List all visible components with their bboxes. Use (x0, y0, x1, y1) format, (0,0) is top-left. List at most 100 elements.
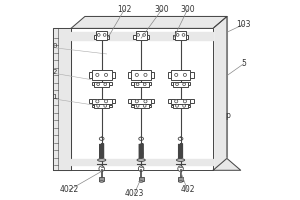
Text: 0: 0 (52, 43, 57, 49)
Bar (112, 99, 115, 103)
Bar (186, 35, 188, 39)
Bar (139, 177, 144, 181)
Bar (134, 104, 148, 108)
Text: 402: 402 (180, 185, 195, 194)
Circle shape (143, 104, 146, 107)
Circle shape (97, 83, 100, 86)
Polygon shape (85, 16, 227, 158)
Ellipse shape (178, 181, 183, 182)
Bar (173, 82, 188, 87)
Circle shape (183, 100, 187, 103)
Text: 1: 1 (52, 94, 57, 100)
Text: 103: 103 (236, 20, 251, 29)
Circle shape (136, 83, 139, 86)
Text: 300: 300 (154, 5, 169, 14)
Bar (190, 99, 194, 103)
Circle shape (175, 100, 178, 103)
Bar (109, 105, 112, 107)
Bar (146, 35, 149, 39)
Circle shape (176, 34, 179, 36)
Circle shape (144, 100, 147, 103)
Bar (94, 82, 109, 87)
Circle shape (136, 104, 139, 107)
Bar (131, 99, 151, 104)
Circle shape (183, 73, 187, 76)
Bar (133, 35, 136, 39)
Bar (92, 70, 112, 80)
Text: p: p (226, 111, 230, 120)
Polygon shape (213, 158, 241, 170)
Ellipse shape (139, 181, 143, 182)
Circle shape (96, 73, 99, 76)
Polygon shape (71, 16, 227, 28)
Circle shape (104, 73, 108, 76)
Bar (178, 177, 183, 181)
Circle shape (138, 166, 144, 171)
Bar (128, 72, 131, 78)
FancyBboxPatch shape (136, 31, 146, 40)
Bar (188, 82, 190, 85)
Circle shape (135, 73, 138, 76)
Circle shape (135, 100, 138, 103)
Text: 5: 5 (241, 59, 246, 68)
Bar (171, 105, 173, 107)
Circle shape (104, 104, 106, 107)
Bar (148, 105, 151, 107)
Bar (151, 99, 154, 103)
Bar (131, 70, 151, 80)
Circle shape (144, 73, 147, 76)
Circle shape (137, 34, 140, 36)
Bar (131, 105, 134, 107)
Circle shape (182, 34, 185, 36)
Bar (151, 72, 154, 78)
Ellipse shape (100, 181, 104, 182)
Circle shape (183, 104, 185, 107)
Circle shape (97, 34, 100, 36)
Circle shape (99, 166, 104, 171)
Bar (131, 82, 134, 85)
Polygon shape (71, 32, 213, 40)
Bar (89, 99, 92, 103)
Bar (134, 82, 148, 87)
Text: 2: 2 (52, 69, 57, 75)
Bar (89, 72, 92, 78)
FancyBboxPatch shape (175, 31, 186, 40)
Bar (171, 82, 173, 85)
Circle shape (97, 104, 100, 107)
Bar (109, 82, 112, 85)
Bar (168, 99, 171, 103)
Ellipse shape (137, 159, 145, 161)
Circle shape (183, 83, 185, 86)
Bar (173, 104, 188, 108)
Bar (94, 104, 109, 108)
Bar (148, 82, 151, 85)
FancyBboxPatch shape (96, 31, 107, 40)
Bar (107, 35, 110, 39)
Bar (173, 35, 175, 39)
Text: 4022: 4022 (59, 185, 79, 194)
Polygon shape (213, 16, 227, 170)
Circle shape (104, 100, 108, 103)
Bar (92, 99, 112, 104)
Text: 102: 102 (117, 5, 132, 14)
Bar (112, 72, 115, 78)
Text: 4023: 4023 (124, 189, 144, 198)
Circle shape (176, 83, 178, 86)
Bar (128, 99, 131, 103)
Bar (92, 105, 94, 107)
Circle shape (96, 100, 99, 103)
Ellipse shape (98, 159, 106, 161)
Bar (168, 72, 171, 78)
Circle shape (143, 34, 145, 36)
Bar (99, 177, 104, 181)
Ellipse shape (176, 159, 185, 161)
Text: 300: 300 (180, 5, 195, 14)
Polygon shape (71, 28, 213, 170)
Circle shape (176, 104, 178, 107)
Bar (94, 35, 96, 39)
Polygon shape (71, 159, 213, 165)
Circle shape (104, 83, 106, 86)
Polygon shape (53, 28, 71, 170)
Bar (190, 72, 194, 78)
Circle shape (175, 73, 178, 76)
